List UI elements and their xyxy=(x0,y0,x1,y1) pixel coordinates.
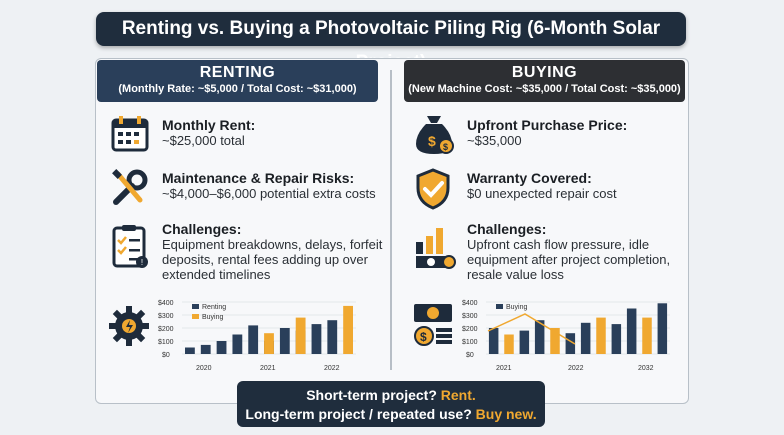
cash-coins-icon: $ xyxy=(414,304,452,346)
bar-renting xyxy=(327,320,338,354)
renting-challenges-item: Challenges: Equipment breakdowns, delays… xyxy=(162,221,384,282)
rent-ytick-300: $300 xyxy=(158,313,174,320)
buying-title: BUYING xyxy=(511,64,578,81)
purchase-price-title: Upfront Purchase Price: xyxy=(467,117,628,133)
renting-subtitle: (Monthly Rate: ~$5,000 / Total Cost: ~$3… xyxy=(118,83,357,95)
legend-renting-swatch xyxy=(192,304,199,309)
bar-buying xyxy=(596,317,606,354)
purchase-price-desc: ~$35,000 xyxy=(467,133,522,148)
calendar-icon xyxy=(111,116,149,152)
buying-header: BUYING (New Machine Cost: ~$35,000 / Tot… xyxy=(404,60,685,102)
rent-ytick-400: $400 xyxy=(158,300,174,307)
buy-ytick-100: $100 xyxy=(462,339,478,346)
buy-xtick-2021: 2021 xyxy=(496,365,512,372)
legend-buying-label-2: Buying xyxy=(506,304,528,311)
buy-ytick-400: $400 xyxy=(462,300,478,307)
bar-buying xyxy=(519,330,530,354)
buying-challenges-title: Challenges: xyxy=(467,221,547,237)
rent-ytick-0: $0 xyxy=(162,352,170,359)
recommendation-line-2: Long-term project / repeated use? Buy ne… xyxy=(237,406,545,422)
renting-challenges-title: Challenges: xyxy=(162,221,242,237)
legend-buying-swatch-2 xyxy=(496,304,503,309)
bar-buying xyxy=(504,334,514,354)
rent-ytick-100: $100 xyxy=(158,339,174,346)
svg-text:$: $ xyxy=(420,330,427,344)
buy-xtick-2032: 2032 xyxy=(638,365,654,372)
bar-renting xyxy=(279,328,290,354)
column-divider xyxy=(390,70,392,370)
renting-challenges-desc: Equipment breakdowns, delays, forfeit de… xyxy=(162,237,383,282)
bar-buying xyxy=(295,317,306,354)
gear-icon xyxy=(109,306,149,346)
purchase-price-item: Upfront Purchase Price: ~$35,000 xyxy=(467,117,627,148)
rent-ytick-200: $200 xyxy=(158,326,174,333)
bar-renting xyxy=(200,344,211,354)
bar-renting xyxy=(232,334,243,354)
bar-renting xyxy=(248,325,259,354)
bar-buying xyxy=(642,317,652,354)
monthly-rent-item: Monthly Rent: ~$25,000 total xyxy=(162,117,255,148)
shield-check-icon xyxy=(416,168,450,210)
buying-challenges-desc: Upfront cash flow pressure, idle equipme… xyxy=(467,237,671,282)
bar-buying xyxy=(626,308,637,354)
buying-subtitle: (New Machine Cost: ~$35,000 / Total Cost… xyxy=(408,83,681,95)
renting-header: RENTING (Monthly Rate: ~$5,000 / Total C… xyxy=(97,60,378,102)
bar-buying xyxy=(657,303,668,354)
rent-xtick-2020: 2020 xyxy=(196,365,212,372)
renting-title: RENTING xyxy=(199,64,276,81)
bar-buying xyxy=(264,333,274,354)
page-title: Renting vs. Buying a Photovoltaic Piling… xyxy=(96,12,686,73)
buy-ytick-300: $300 xyxy=(462,313,478,320)
maintenance-item: Maintenance & Repair Risks: ~$4,000–$6,0… xyxy=(162,170,384,201)
legend-buying-label: Buying xyxy=(202,314,224,321)
bar-renting xyxy=(216,341,227,354)
cashflow-chart-icon xyxy=(416,228,456,269)
warranty-desc: $0 unexpected repair cost xyxy=(467,186,617,201)
monthly-rent-desc: ~$25,000 total xyxy=(162,133,245,148)
warranty-title: Warranty Covered: xyxy=(467,170,592,186)
buying-challenges-item: Challenges: Upfront cash flow pressure, … xyxy=(467,221,679,282)
bar-buying xyxy=(611,324,622,354)
bar-buying xyxy=(534,320,545,354)
monthly-rent-title: Monthly Rent: xyxy=(162,117,256,133)
renting-chart: $400 $300 $200 $100 $0 2020 2021 2022 Re… xyxy=(158,300,356,372)
warranty-item: Warranty Covered: $0 unexpected repair c… xyxy=(467,170,617,201)
rent-xtick-2022: 2022 xyxy=(324,365,340,372)
buy-xtick-2022: 2022 xyxy=(568,365,584,372)
maintenance-desc: ~$4,000–$6,000 potential extra costs xyxy=(162,186,376,201)
long-term-text: Long-term project / repeated use? xyxy=(245,406,476,422)
buy-text: Buy new. xyxy=(475,406,537,422)
bar-buying xyxy=(565,333,576,354)
short-term-text: Short-term project? xyxy=(306,387,441,403)
buy-ytick-0: $0 xyxy=(466,352,474,359)
bar-buying xyxy=(550,328,560,354)
bar-renting xyxy=(185,347,195,354)
buy-ytick-200: $200 xyxy=(462,326,478,333)
money-bag-icon: $ $ xyxy=(416,116,454,154)
bar-renting xyxy=(311,324,322,354)
wrench-icon xyxy=(112,169,148,205)
svg-text:$: $ xyxy=(428,133,436,149)
buying-chart: $400 $300 $200 $100 $0 2021 2022 2032 Bu… xyxy=(462,300,670,372)
recommendation-line-1: Short-term project? Rent. xyxy=(237,387,545,403)
maintenance-title: Maintenance & Repair Risks: xyxy=(162,170,355,186)
recommendation-banner: Short-term project? Rent. Long-term proj… xyxy=(237,381,545,427)
bar-buying xyxy=(488,328,499,354)
bar-buying xyxy=(343,305,353,354)
svg-text:$: $ xyxy=(443,142,448,152)
checklist-icon: ! xyxy=(112,225,148,268)
svg-text:!: ! xyxy=(141,258,143,267)
bar-buying xyxy=(580,322,591,354)
legend-buying-swatch xyxy=(192,314,199,319)
buying-trend-line xyxy=(487,313,576,345)
rent-text: Rent. xyxy=(440,387,476,403)
rent-xtick-2021: 2021 xyxy=(260,365,276,372)
legend-renting-label: Renting xyxy=(202,304,226,311)
